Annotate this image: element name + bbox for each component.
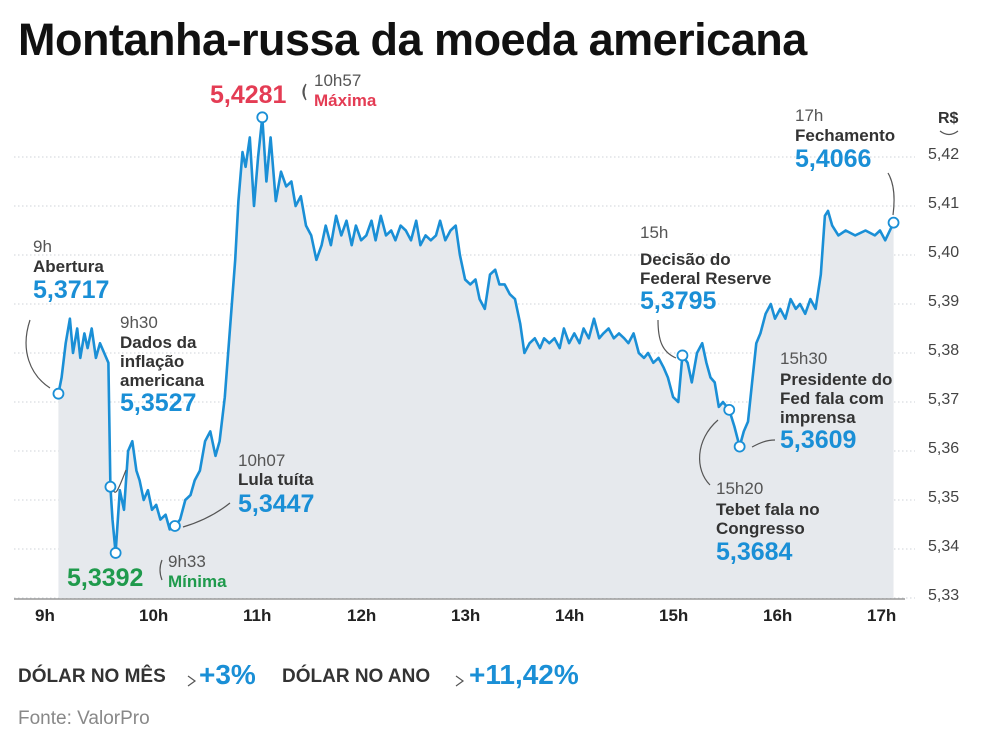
x-tick-label: 14h	[555, 606, 585, 625]
event-marker	[104, 480, 117, 493]
inflation-time: 9h30	[120, 313, 158, 332]
open-time: 9h	[33, 237, 52, 256]
chart-title: Montanha-russa da moeda americana	[18, 14, 807, 65]
x-tick-label: 9h	[35, 606, 55, 625]
open-event: Abertura	[33, 257, 104, 276]
fed-value: 5,3795	[640, 287, 717, 315]
y-tick-label: 5,36	[928, 440, 960, 457]
inflation-event-2: inflação	[120, 352, 185, 371]
event-marker	[52, 387, 65, 400]
min-label: Mínima	[168, 572, 227, 591]
chevron-month-icon	[187, 675, 197, 687]
arrow-fed	[657, 319, 677, 359]
arrow-close	[887, 172, 895, 216]
event-marker	[109, 547, 122, 559]
min-value: 5,3392	[67, 564, 144, 592]
max-time: 10h57	[314, 71, 362, 90]
y-tick-label: 5,35	[928, 489, 960, 506]
lula-time: 10h07	[238, 451, 286, 470]
powell-event-2: Fed fala com	[780, 389, 884, 408]
y-tick-label: 5,40	[928, 244, 960, 261]
y-tick-label: 5,33	[928, 587, 960, 604]
fed-event-2: Federal Reserve	[640, 269, 772, 288]
powell-event-3: imprensa	[780, 408, 856, 427]
close-event: Fechamento	[795, 126, 896, 145]
x-tick-label: 12h	[347, 606, 377, 625]
fed-event-1: Decisão do	[640, 250, 731, 269]
brace-min	[159, 559, 163, 581]
event-marker	[676, 349, 689, 362]
x-tick-label: 13h	[451, 606, 481, 625]
open-value: 5,3717	[33, 276, 110, 304]
chevron-year-icon	[455, 675, 465, 687]
close-time: 17h	[795, 106, 824, 125]
inflation-event-3: americana	[120, 371, 205, 390]
powell-event-1: Presidente do	[780, 370, 893, 389]
event-marker	[169, 520, 181, 532]
price-line	[57, 116, 895, 555]
currency-underline-icon	[939, 130, 959, 136]
event-marker	[723, 403, 736, 416]
year-value: +11,42%	[469, 659, 579, 690]
y-tick-label: 5,42	[928, 146, 960, 163]
lula-event: Lula tuíta	[238, 470, 314, 489]
powell-value: 5,3609	[780, 426, 857, 454]
fed-time: 15h	[640, 223, 669, 242]
y-tick-label: 5,39	[928, 293, 960, 310]
close-value: 5,4066	[795, 145, 872, 173]
max-value: 5,4281	[210, 81, 287, 109]
x-tick-label: 16h	[763, 606, 793, 625]
month-value: +3%	[199, 659, 256, 690]
x-tick-label: 15h	[659, 606, 689, 625]
year-label: DÓLAR NO ANO	[282, 666, 431, 687]
tebet-event-1: Tebet fala no	[716, 500, 820, 519]
x-tick-label: 10h	[139, 606, 169, 625]
event-marker	[887, 216, 900, 229]
x-tick-label: 11h	[243, 606, 272, 625]
y-tick-label: 5,34	[928, 538, 960, 555]
arrow-powell	[751, 439, 776, 448]
area-fill	[58, 117, 894, 599]
tebet-value: 5,3684	[716, 538, 793, 566]
y-tick-label: 5,37	[928, 391, 960, 408]
max-label: Máxima	[314, 91, 377, 110]
powell-time: 15h30	[780, 349, 828, 368]
event-marker	[733, 440, 746, 453]
x-tick-label: 17h	[867, 606, 897, 625]
brace-max	[302, 83, 307, 101]
source: Fonte: ValorPro	[18, 708, 150, 729]
inflation-event-1: Dados da	[120, 333, 197, 352]
arrow-lula	[182, 502, 231, 528]
min-time: 9h33	[168, 552, 206, 571]
y-tick-label: 5,41	[928, 195, 960, 212]
y-axis-unit: R$	[938, 110, 959, 127]
tebet-event-2: Congresso	[716, 519, 805, 538]
inflation-value: 5,3527	[120, 389, 197, 417]
arrow-open	[25, 319, 51, 389]
y-tick-label: 5,38	[928, 342, 960, 359]
lula-value: 5,3447	[238, 490, 315, 518]
tebet-time: 15h20	[716, 479, 764, 498]
month-label: DÓLAR NO MÊS	[18, 666, 166, 687]
event-marker	[256, 111, 269, 124]
arrow-tebet	[699, 419, 719, 486]
